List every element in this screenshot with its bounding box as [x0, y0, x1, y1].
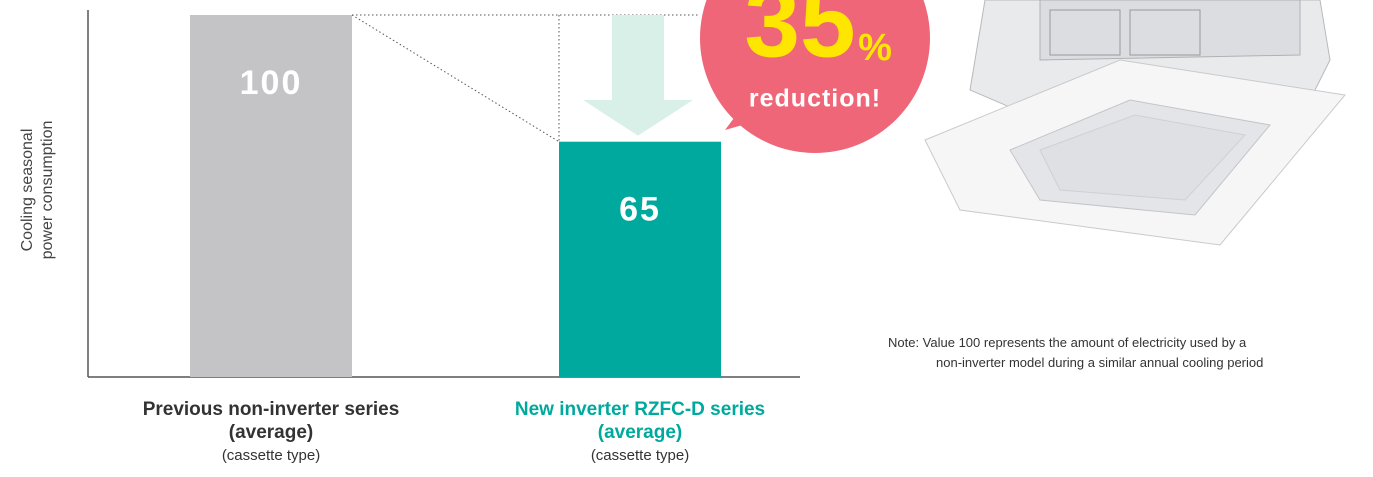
bar-value-label: 65	[619, 191, 661, 229]
badge-number: 35	[744, 0, 855, 78]
category-label: New inverter RZFC-D series (average) (cass…	[450, 398, 830, 467]
badge-unit: %	[858, 27, 892, 69]
badge	[700, 0, 930, 153]
badge-text: reduction!	[749, 85, 881, 113]
bar-value-label: 100	[240, 64, 303, 102]
note: Note: Value 100 represents the amount of…	[888, 333, 1263, 373]
category-sub: (cassette type)	[221, 447, 321, 464]
category-line: New inverter RZFC-D series	[514, 399, 766, 420]
bar	[190, 15, 352, 377]
category-label: Previous non-inverter series (average) (ca…	[81, 398, 461, 467]
category-sub: (cassette type)	[590, 447, 690, 464]
ac-unit-image	[924, 0, 1346, 246]
note-line: non-inverter model during a similar annu…	[936, 355, 1264, 370]
reduction-arrow	[583, 15, 693, 136]
bar	[559, 141, 721, 377]
category-line: Previous non-inverter series	[142, 399, 400, 420]
note-line: Note: Value 100 represents the amount of…	[888, 335, 1247, 350]
category-line: (average)	[228, 422, 314, 443]
guide-line	[351, 14, 560, 143]
y-label-line: power consumption	[39, 121, 56, 260]
category-line: (average)	[597, 422, 683, 443]
y-axis-label: Cooling seasonal power consumption	[19, 121, 56, 260]
y-label-line: Cooling seasonal	[19, 129, 36, 252]
